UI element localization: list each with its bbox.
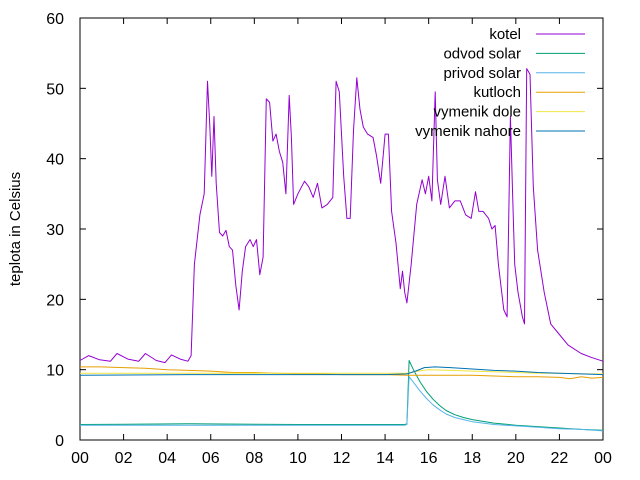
- y-axis: 0 10 20 30 40 50 60: [46, 11, 603, 450]
- x-tick-label: 00: [71, 450, 89, 467]
- y-tick-label: 0: [55, 433, 64, 450]
- y-tick-label: 60: [46, 11, 64, 28]
- legend-label: vymenik nahore: [415, 123, 521, 140]
- x-axis: 00 02 04 06 08 10 12 14 16 18 20 22 00: [71, 18, 612, 467]
- legend-label: kutloch: [473, 84, 521, 101]
- y-tick-label: 40: [46, 152, 64, 169]
- y-axis-label: teplota in Celsius: [7, 172, 24, 286]
- x-tick-label: 14: [376, 450, 394, 467]
- x-tick-label: 04: [158, 450, 176, 467]
- legend: kotel odvod solar privod solar kutloch vymen…: [415, 26, 585, 140]
- x-tick-label: 08: [245, 450, 263, 467]
- x-tick-label: 18: [463, 450, 481, 467]
- y-tick-label: 30: [46, 222, 64, 239]
- x-tick-label: 02: [115, 450, 133, 467]
- x-tick-label: 16: [420, 450, 438, 467]
- y-tick-label: 50: [46, 81, 64, 98]
- series-line-odvod-solar: [79, 360, 604, 431]
- series-line-kotel: [79, 68, 604, 364]
- x-tick-label: 10: [289, 450, 307, 467]
- series-line-privod-solar: [80, 376, 604, 432]
- x-tick-label: 06: [202, 450, 220, 467]
- legend-label: odvod solar: [443, 45, 521, 62]
- legend-label: vymenik dole: [433, 104, 521, 121]
- x-tick-label: 22: [551, 450, 569, 467]
- y-tick-label: 20: [46, 292, 64, 309]
- legend-label: privod solar: [443, 65, 521, 82]
- x-tick-label: 00: [594, 450, 612, 467]
- series-lines: [79, 68, 604, 432]
- legend-label: kotel: [489, 26, 521, 43]
- y-tick-label: 10: [46, 363, 64, 380]
- series-line-vymenik-nahore: [79, 366, 604, 376]
- x-tick-label: 12: [333, 450, 351, 467]
- x-tick-label: 20: [507, 450, 525, 467]
